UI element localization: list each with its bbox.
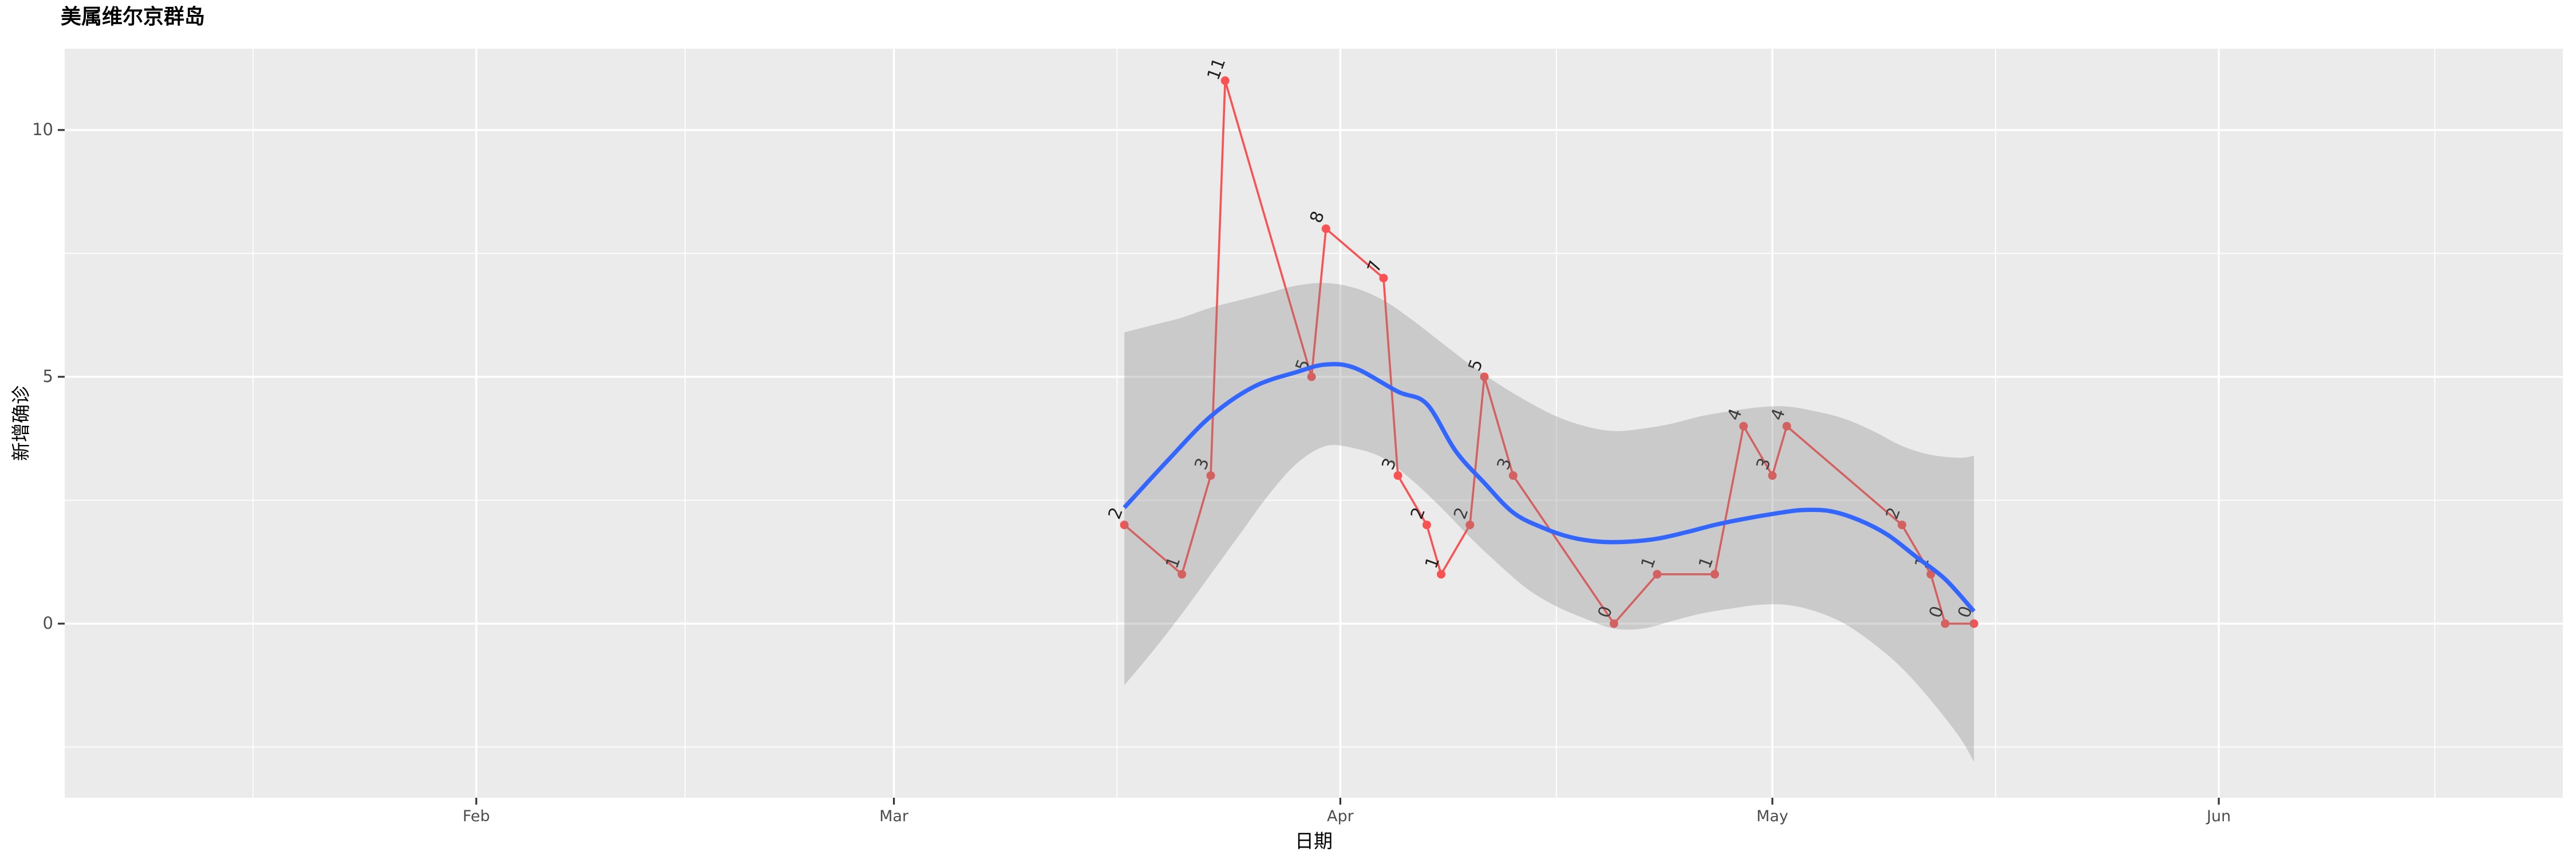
x-axis-title: 日期 — [1295, 830, 1333, 852]
data-point — [1926, 570, 1935, 579]
data-point — [1307, 372, 1316, 381]
data-point — [1710, 570, 1719, 579]
plot-panel — [65, 49, 2563, 798]
x-tick-label: Jun — [2206, 807, 2231, 825]
data-point — [1969, 619, 1978, 628]
data-point — [1206, 471, 1215, 480]
y-tick-label: 0 — [42, 613, 53, 633]
y-tick-label: 5 — [42, 367, 53, 386]
x-tick-label: May — [1756, 807, 1789, 825]
data-point — [1437, 570, 1445, 579]
data-point — [1782, 421, 1791, 431]
data-point — [1898, 521, 1906, 530]
chart-title: 美属维尔京群岛 — [61, 5, 206, 29]
data-point — [1178, 570, 1187, 579]
data-point — [1508, 471, 1518, 480]
data-point — [1422, 521, 1431, 530]
data-point — [1393, 471, 1402, 480]
x-tick-label: Mar — [879, 807, 909, 825]
data-point — [1220, 76, 1230, 85]
data-point — [1120, 521, 1129, 530]
x-tick-label: Apr — [1327, 807, 1354, 825]
data-point — [1653, 570, 1662, 579]
y-tick-label: 10 — [32, 120, 53, 139]
confidence-band — [1124, 283, 1974, 762]
data-point — [1739, 421, 1748, 431]
data-point — [1941, 619, 1950, 628]
data-point — [1480, 372, 1489, 381]
trend-line — [1123, 362, 1976, 613]
data-point — [1609, 619, 1618, 628]
data-point — [1465, 521, 1475, 530]
data-point — [1768, 471, 1777, 480]
data-point — [1379, 274, 1388, 283]
y-axis-title: 新增确诊 — [10, 385, 32, 461]
x-tick-label: Feb — [463, 807, 490, 825]
data-point — [1321, 224, 1330, 233]
